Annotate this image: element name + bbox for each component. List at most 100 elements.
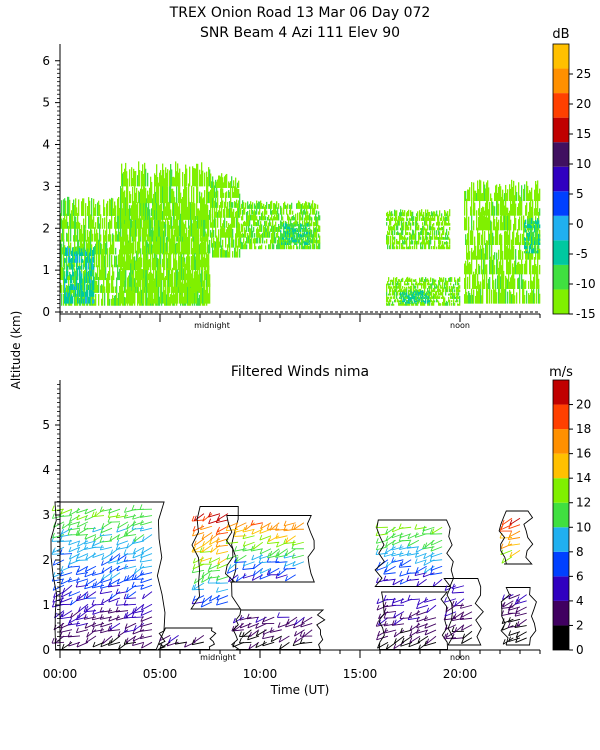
snr-echo-cell [441,215,443,221]
snr-echo-cell [392,288,394,293]
snr-echo-cell [509,281,511,289]
snr-echo-cell [287,233,289,238]
wind-barb-flag [100,621,103,628]
wind-barb [235,554,247,562]
snr-echo-cell [400,284,402,289]
snr-echo-cell [120,236,122,255]
snr-echo-cell [414,240,416,245]
snr-echo-cell [178,246,180,271]
wind-barb-flag [91,582,95,589]
wind-barb-flag [216,594,220,601]
snr-echo-cell [443,236,445,240]
snr-echo-cell [538,284,540,304]
wind-barb [270,635,283,643]
snr-echo-cell [215,179,217,188]
wind-barb-flag [115,512,119,519]
wind-barb [391,559,404,563]
snr-echo-cell [244,207,246,215]
snr-echo-cell [104,207,106,216]
snr-echo-cell [145,211,147,229]
snr-echo-cell [480,180,482,202]
snr-echo-cell [134,171,136,187]
snr-echo-cell [310,216,312,221]
snr-echo-cell [135,195,137,220]
snr-echo-cell [534,271,536,289]
snr-echo-cell [487,180,489,202]
snr-echo-cell [130,228,132,254]
snr-y-tick-label: 1 [42,263,50,277]
snr-echo-cell [501,272,503,289]
snr-echo-cell [293,231,295,235]
snr-echo-cell [510,277,512,289]
wind-barb [227,567,239,574]
snr-echo-cell [141,289,143,304]
snr-echo-cell [399,216,401,221]
wind-barb-flag [399,532,403,538]
snr-echo-cell [396,222,398,226]
snr-echo-cell [130,263,132,287]
snr-echo-cell [447,244,449,250]
snr-echo-cell [216,235,218,248]
snr-echo-cell [261,224,263,232]
snr-echo-cell [131,277,133,287]
snr-echo-cell [299,236,301,240]
wind-barb-flag [99,544,103,551]
snr-echo-cell [405,283,407,286]
snr-echo-cell [399,212,401,217]
snr-echo-cell [488,187,490,202]
snr-echo-cell [415,282,417,286]
snr-echo-cell [427,296,429,298]
snr-echo-cell [231,215,233,228]
snr-echo-cell [413,283,415,286]
wind-barb-flag [107,608,111,614]
snr-echo-cell [178,178,180,204]
snr-echo-cell [424,238,426,245]
snr-echo-cell [414,244,416,250]
wind-barb [424,641,437,647]
snr-echo-cell [179,178,181,204]
wind-barb-flag [107,640,111,646]
snr-echo-cell [93,198,95,216]
snr-echo-cell [91,293,93,306]
snr-echo-cell [70,258,72,263]
snr-echo-cell [529,259,531,275]
snr-echo-cell [69,256,71,263]
wind-barb-flag [92,552,96,558]
wind-barb-flag [299,638,303,644]
snr-echo-cell [292,216,294,221]
snr-echo-cell [481,212,483,231]
snr-echo-cell [440,246,442,250]
snr-echo-cell [286,234,288,238]
snr-echo-cell [297,221,299,227]
snr-echo-cell [305,211,307,215]
snr-echo-cell [80,282,82,291]
snr-echo-cell [394,236,396,240]
wind-barb [452,617,465,621]
snr-echo-cell [494,265,496,275]
snr-echo-cell [386,234,388,240]
snr-echo-cell [200,273,202,281]
snr-echo-cell [299,242,301,245]
snr-echo-cell [110,199,112,216]
snr-echo-cell [495,185,497,202]
snr-echo-cell [103,252,105,268]
snr-echo-cell [534,208,536,216]
wind-barb-flag [91,614,95,620]
snr-echo-cell [439,234,441,240]
wind-barb-flag [77,529,81,535]
snr-echo-cell [416,243,418,250]
snr-echo-cell [440,284,442,289]
snr-echo-cell [81,248,83,256]
snr-echo-cell [290,231,292,235]
wind-barb-flag [100,641,104,647]
snr-echo-cell [238,180,240,188]
wind-barb-flag [399,544,402,550]
snr-echo-cell [202,198,204,220]
wind-barb-flag [117,644,121,650]
snr-echo-cell [61,200,63,216]
snr-echo-cell [247,210,249,215]
wind-barb-flag [252,570,256,576]
snr-echo-cell [212,243,214,258]
snr-echo-cell [230,197,232,208]
snr-echo-cell [306,230,308,235]
